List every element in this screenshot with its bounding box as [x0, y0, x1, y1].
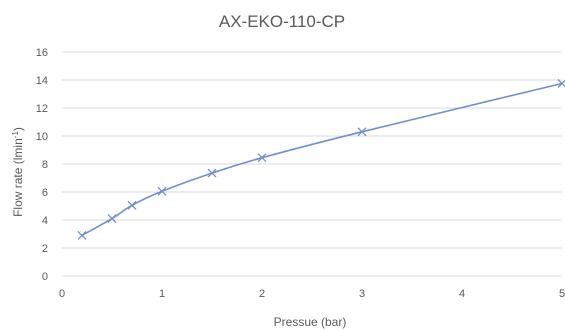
y-axis-label: Flow rate (lmin-1) — [11, 127, 26, 217]
y-axis-label-superscript: -1 — [11, 131, 20, 139]
gridlines — [62, 51, 562, 277]
y-tick-label: 0 — [42, 271, 48, 283]
series-line — [81, 82, 563, 237]
data-point-marker — [257, 153, 267, 163]
data-point-marker — [157, 186, 167, 196]
y-tick-label: 8 — [42, 159, 48, 171]
y-tick-label: 14 — [36, 75, 48, 87]
y-axis-label-close: ) — [11, 127, 25, 131]
x-tick-label: 5 — [559, 288, 565, 300]
y-tick-label: 10 — [36, 131, 48, 143]
y-tick-label: 16 — [36, 47, 48, 59]
data-point-marker — [127, 200, 137, 210]
x-tick-label: 4 — [459, 288, 465, 300]
y-tick-label: 2 — [42, 243, 48, 255]
data-point-marker — [77, 230, 87, 240]
data-point-marker — [207, 168, 217, 178]
x-tick-label: 2 — [259, 288, 265, 300]
y-axis-label-main: Flow rate (lmin — [11, 138, 25, 217]
x-tick-label: 1 — [159, 288, 165, 300]
x-axis-label: Pressue (bar) — [274, 315, 347, 329]
y-tick-label: 6 — [42, 187, 48, 199]
y-axis-ticks: 0 2 4 6 8 10 12 14 16 — [36, 47, 48, 283]
chart-title: AX-EKO-110-CP — [219, 12, 345, 31]
y-tick-label: 12 — [36, 103, 48, 115]
x-tick-label: 3 — [359, 288, 365, 300]
x-tick-label: 0 — [59, 288, 65, 300]
series — [77, 79, 565, 240]
x-axis-ticks: 0 1 2 3 4 5 — [59, 288, 565, 300]
data-point-marker — [107, 214, 117, 224]
y-tick-label: 4 — [42, 215, 48, 227]
data-point-marker — [357, 127, 367, 137]
